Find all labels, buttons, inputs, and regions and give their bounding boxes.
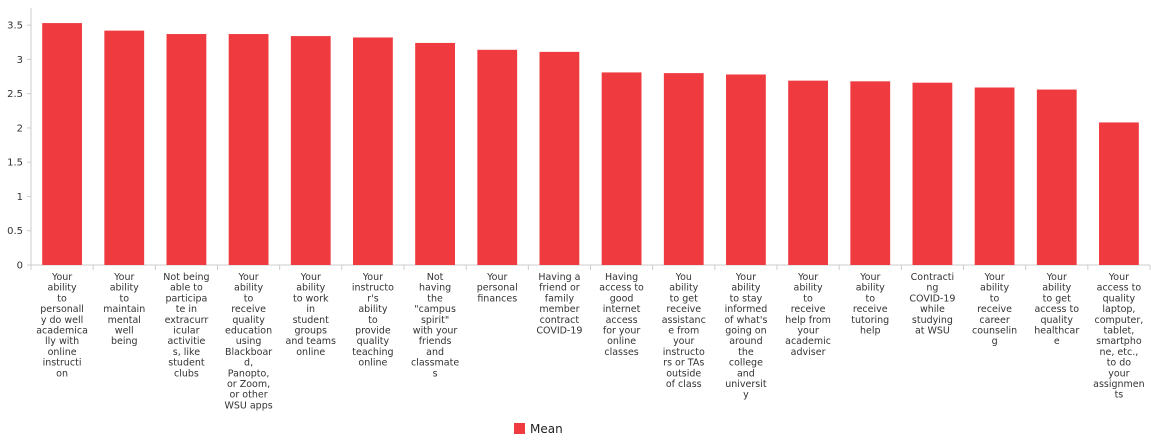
bar <box>104 30 145 266</box>
legend-swatch-mean <box>514 423 525 434</box>
bar <box>353 37 393 265</box>
bar <box>228 34 269 265</box>
x-tick-label: Your ability to stay informed of what's going… <box>724 272 767 401</box>
y-tick-label: 1 <box>17 192 23 203</box>
bar <box>974 87 1015 265</box>
bar <box>539 51 580 265</box>
x-tick-label: Contracti ng COVID-19 while studying at WSU <box>909 272 955 337</box>
y-tick-label: 3.5 <box>7 21 23 32</box>
bar <box>290 36 331 265</box>
bar <box>477 49 518 266</box>
x-tick-label: Not being able to participa te in extracurr i… <box>163 272 209 379</box>
x-tick-label: Your instructo r's ability to provide quality t… <box>352 272 394 369</box>
bar <box>850 81 891 265</box>
bar <box>912 82 953 265</box>
bar <box>166 34 207 265</box>
x-tick-label: Your ability to receive help from your academi… <box>785 272 831 358</box>
x-tick-label: Having access to good internet access for you… <box>599 272 644 358</box>
x-tick-label: Your ability to receive career counselin g <box>972 272 1017 347</box>
x-tick-label: Your ability to receive quality education usin… <box>224 272 272 411</box>
x-tick-label: Your access to quality laptop, computer, tabl… <box>1093 272 1145 401</box>
x-tick-label: Your ability to work in student groups and tea… <box>286 272 337 358</box>
y-tick-label: 2.5 <box>7 89 23 100</box>
x-tick-label: You ability to get receive assistanc e from yo… <box>662 272 706 390</box>
x-tick-label: Your personal finances <box>477 272 518 304</box>
x-tick-label: Having a friend or family member contract COV… <box>536 272 582 337</box>
bar <box>1099 122 1139 265</box>
y-tick-label: 2 <box>17 123 23 134</box>
bars <box>42 23 1139 266</box>
y-tick-label: 3 <box>17 55 23 66</box>
x-tick-label: Your ability to maintain mental well being <box>103 272 145 347</box>
bar <box>42 23 82 265</box>
bar <box>415 42 455 266</box>
x-tick-label: Your ability to receive tutoring help <box>851 272 889 337</box>
bar <box>601 72 642 265</box>
y-tick-label: 0 <box>17 261 23 272</box>
y-tick-label: 1.5 <box>7 158 23 169</box>
y-tick-label: 0.5 <box>7 226 23 237</box>
x-tick-label: Your ability to personall y do well academica… <box>36 272 88 379</box>
bar <box>663 73 704 265</box>
x-tick-label: Not having the "campus spirit" with your frien… <box>411 272 459 379</box>
bar <box>1036 89 1077 265</box>
x-tick-label: Your ability to get access to quality healthc… <box>1034 272 1079 347</box>
bar <box>788 80 828 266</box>
legend: Mean <box>514 422 563 436</box>
legend-label-mean: Mean <box>530 422 563 436</box>
x-axis-labels: Your ability to personall y do well academica… <box>30 265 1151 411</box>
bar <box>726 74 766 265</box>
